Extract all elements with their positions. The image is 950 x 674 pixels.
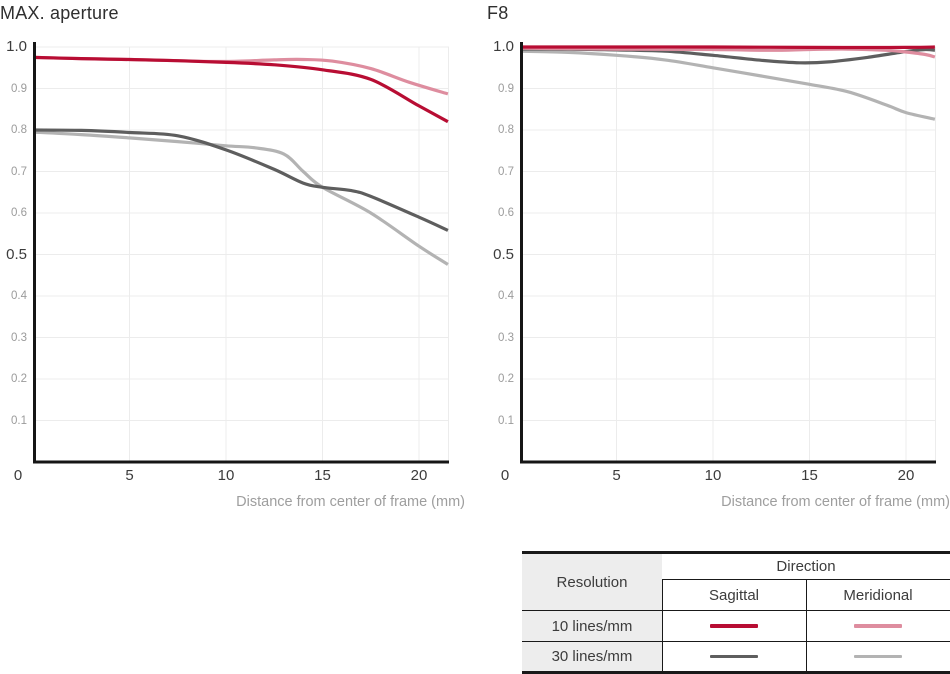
y-tick-label: 1.0: [493, 38, 514, 55]
y-tick-label: 0.1: [498, 414, 514, 427]
legend-row-label-30lines: 30 lines/mm: [522, 642, 662, 671]
swatch-meridional-10lines: [854, 624, 902, 628]
x-tick-label: 15: [801, 467, 818, 484]
x-tick-label: 20: [897, 467, 915, 484]
swatch-sagittal-10lines: [710, 624, 758, 628]
chart-title-max-aperture: MAX. aperture: [0, 3, 119, 23]
y-tick-label: 0.2: [498, 373, 514, 385]
legend-direction-header: Direction: [662, 554, 950, 580]
table-divider: [806, 580, 807, 671]
y-tick-label: 0.1: [11, 414, 27, 427]
legend-column-sagittal: Sagittal: [708, 586, 760, 604]
x-tick-label: 10: [704, 467, 722, 484]
y-tick-label: 0.4: [11, 290, 27, 302]
y-tick-label: 0.9: [11, 82, 27, 95]
legend-swatch-cell: [806, 611, 950, 641]
mtf-plot: [519, 42, 936, 464]
legend-row-label-10lines: 10 lines/mm: [522, 611, 662, 641]
y-tick-label: 0.7: [11, 165, 27, 178]
legend-column-meridional: Meridional: [843, 586, 913, 604]
y-tick-label: 0.7: [498, 165, 514, 178]
x-tick-label: 5: [612, 467, 621, 484]
y-tick-label: 0.5: [6, 245, 27, 263]
series-10-lines-mm-meridional: [519, 46, 936, 59]
chart-max-aperture: MAX. aperture Distance from center of fr…: [0, 0, 465, 520]
x-axis-title: Distance from center of frame (mm): [236, 494, 465, 510]
y-tick-label: 0.8: [11, 124, 27, 136]
y-tick-label: 0.3: [11, 331, 27, 344]
x-tick-label: 0: [500, 467, 510, 484]
legend-swatch-cell: [806, 642, 950, 671]
legend-resolution-header: Resolution: [522, 554, 662, 610]
plot-area-f8: [519, 42, 936, 469]
x-axis-title: Distance from center of frame (mm): [721, 494, 950, 510]
legend-swatch-cell: [662, 611, 806, 641]
y-tick-label: 0.4: [498, 290, 514, 302]
swatch-sagittal-30lines: [710, 654, 758, 659]
legend-swatch-cell: [662, 642, 806, 671]
x-tick-label: 5: [125, 467, 134, 484]
table-divider: [522, 610, 950, 611]
y-tick-label: 0.6: [11, 207, 27, 219]
x-tick-label: 10: [217, 467, 235, 484]
y-tick-label: 0.2: [11, 373, 27, 385]
x-tick-label: 15: [314, 467, 331, 484]
mtf-plot: [32, 42, 449, 464]
y-tick-label: 0.9: [498, 82, 514, 95]
series-30-lines-mm-meridional: [32, 130, 449, 266]
series-10-lines-mm-sagittal: [32, 55, 449, 124]
series-10-lines-mm-sagittal: [520, 45, 935, 50]
y-tick-label: 0.5: [493, 245, 514, 263]
y-tick-label: 0.3: [498, 331, 514, 344]
mtf-legend-table: Resolution Direction Sagittal Meridional…: [522, 551, 950, 674]
chart-title-f8: F8: [487, 3, 509, 23]
table-divider: [522, 641, 950, 642]
series-30-lines-mm-sagittal: [32, 128, 449, 232]
table-divider: [662, 580, 663, 671]
chart-f8: F8 Distance from center of frame (mm) 1.…: [487, 0, 950, 520]
x-tick-label: 0: [13, 467, 23, 484]
plot-area-max-aperture: [32, 42, 449, 469]
x-tick-label: 20: [410, 467, 428, 484]
swatch-meridional-30lines: [854, 654, 902, 659]
y-tick-label: 1.0: [6, 38, 27, 55]
series-30-lines-mm-meridional: [519, 49, 936, 121]
y-tick-label: 0.8: [498, 124, 514, 136]
y-tick-label: 0.6: [498, 207, 514, 219]
